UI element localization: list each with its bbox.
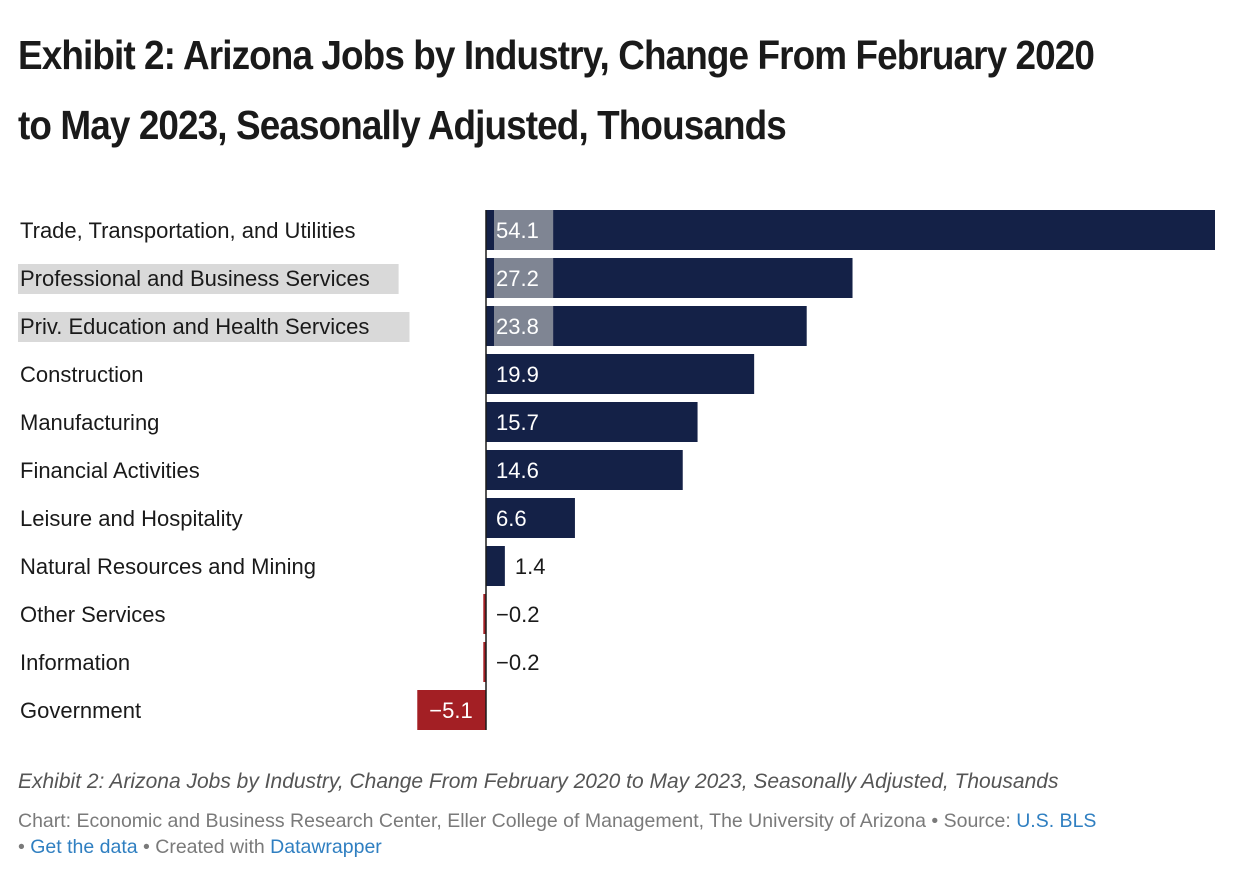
bar [486,450,683,490]
value-label: 15.7 [496,410,539,435]
category-highlight [18,312,410,342]
datawrapper-link[interactable]: Datawrapper [270,836,382,858]
footer-separator: • [925,810,944,832]
footer-separator: • [18,836,31,858]
value-label: 23.8 [496,314,539,339]
bar [486,210,1215,250]
source-link[interactable]: U.S. BLS [1016,810,1097,832]
value-label: 54.1 [496,218,539,243]
value-label-background [494,258,554,298]
value-label: −0.2 [496,650,539,675]
category-label: Professional and Business Services [20,266,370,291]
value-label: −0.2 [496,602,539,627]
value-label-background [494,306,554,346]
value-label: 14.6 [496,458,539,483]
value-label: −5.1 [429,698,472,723]
created-with-text: Created with [155,836,271,858]
chart-credit: Chart: Economic and Business Research Ce… [18,810,926,832]
chart-title: Exhibit 2: Arizona Jobs by Industry, Cha… [18,32,1095,148]
value-label-background [494,210,554,250]
category-label: Information [20,650,130,675]
footer-separator: • [137,836,156,858]
bar [483,642,486,682]
value-label: 19.9 [496,362,539,387]
bar-chart: Trade, Transportation, and Utilities 54.1… [18,210,1215,730]
chart-caption: Exhibit 2: Arizona Jobs by Industry, Cha… [18,770,1059,793]
get-the-data-link[interactable]: Get the data [30,836,138,858]
category-highlight [18,264,399,294]
chart-footer: Chart: Economic and Business Research Ce… [18,808,1228,860]
bar [486,546,505,586]
category-label: Government [20,698,141,723]
category-label: Priv. Education and Health Services [20,314,369,339]
category-label: Other Services [20,602,166,627]
category-label: Natural Resources and Mining [20,554,316,579]
bar [486,498,575,538]
value-label: 27.2 [496,266,539,291]
value-label: 6.6 [496,506,527,531]
category-label: Financial Activities [20,458,200,483]
category-label: Trade, Transportation, and Utilities [20,218,355,243]
value-label: 1.4 [515,554,546,579]
bar [417,690,486,730]
bar [483,594,486,634]
category-label: Leisure and Hospitality [20,506,243,531]
category-label: Construction [20,362,144,387]
source-prefix: Source: [943,810,1017,832]
bar [486,402,698,442]
category-label: Manufacturing [20,410,159,435]
bar [486,354,755,394]
